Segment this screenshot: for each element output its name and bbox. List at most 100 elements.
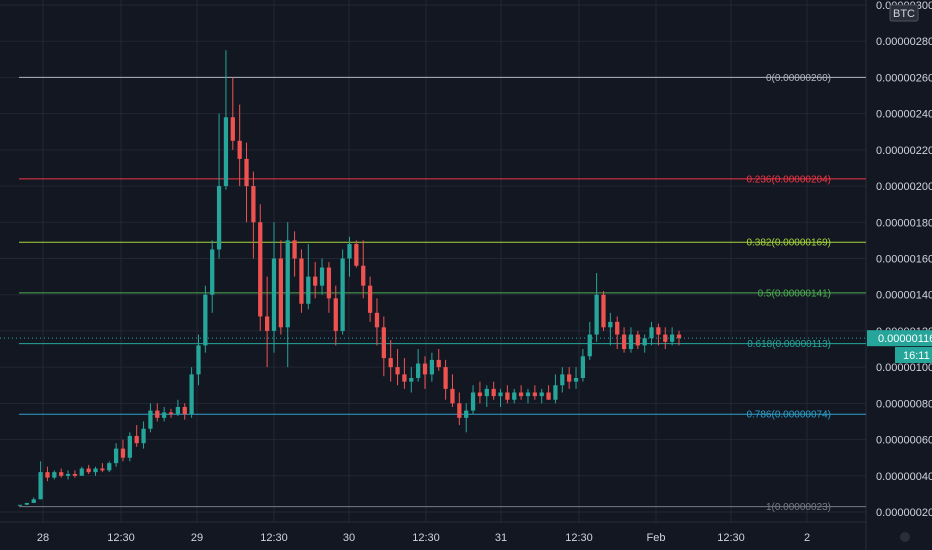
candle-body (621, 334, 627, 350)
candle-body (409, 378, 414, 382)
last-price-label: 0.00000116 (878, 333, 932, 345)
candle-body (505, 392, 510, 400)
price-axis[interactable]: 0.000003000.000002800.000002600.00000240… (876, 0, 932, 519)
x-tick-label: 12:30 (107, 532, 135, 544)
fibonacci-levels: 0(0.00000260) 0.236(0.00000204) 0.382(0.00… (19, 73, 866, 513)
candle-body (230, 117, 235, 141)
candle-body (155, 410, 160, 418)
candle-body (642, 338, 647, 346)
candle-body (395, 367, 400, 375)
candle-body (539, 392, 544, 397)
candle-body (663, 334, 668, 342)
countdown-label: 16:11 (903, 350, 930, 362)
candle-body (347, 244, 352, 259)
x-tick-label: 2 (804, 532, 810, 544)
candle-body (65, 473, 71, 476)
candle-body (258, 222, 263, 317)
candle-body (45, 472, 50, 478)
candle-body (464, 410, 469, 418)
tradingview-logo-icon (900, 532, 910, 542)
candle-body (594, 294, 599, 335)
candle-body (532, 392, 537, 397)
candle-body (127, 435, 132, 458)
candle-body (141, 428, 146, 444)
candle-body (436, 359, 441, 368)
candle-body (416, 363, 421, 379)
candle-body (264, 316, 270, 331)
candles (17, 50, 682, 506)
candle-body (477, 392, 483, 397)
candle-body (52, 472, 57, 478)
candle-body (450, 388, 455, 404)
fib-label: 0.618(0.00000113) (747, 339, 831, 350)
y-tick-label: 0.00000040 (876, 471, 932, 483)
candle-body (635, 334, 640, 346)
candle-body (608, 321, 613, 328)
candle-body (17, 504, 23, 506)
candle-body (319, 267, 325, 286)
candle-body (354, 244, 359, 266)
candle-body (512, 392, 517, 400)
candle-body (656, 327, 661, 335)
candle-body (278, 258, 283, 328)
y-tick-label: 0.00000140 (876, 290, 932, 302)
y-tick-label: 0.00000180 (876, 217, 932, 229)
candle-body (470, 392, 476, 411)
candle-body (601, 294, 606, 328)
candle-body (31, 499, 36, 503)
candle-body (86, 468, 91, 473)
candle-body (59, 472, 64, 476)
y-tick-label: 0.00000220 (876, 145, 932, 157)
y-tick-label: 0.00000060 (876, 435, 932, 447)
x-tick-label: 29 (191, 532, 203, 544)
candle-body (313, 276, 318, 286)
candle-body (216, 186, 222, 250)
candle-body (388, 358, 393, 368)
candle-body (573, 378, 579, 382)
y-tick-label: 0.00000200 (876, 181, 932, 193)
x-tick-label: 12:30 (412, 532, 440, 544)
last-price-badge: 0.00000116 16:11 (867, 330, 932, 363)
candle-body (285, 240, 290, 328)
candle-body (271, 258, 277, 331)
candle-body (306, 276, 311, 304)
candle-body (196, 345, 201, 375)
candle-body (162, 412, 167, 418)
candle-body (182, 406, 187, 415)
y-tick-label: 0.00000260 (876, 72, 932, 84)
x-tick-label: 28 (37, 532, 49, 544)
candle-body (100, 468, 105, 471)
candle-body (676, 334, 682, 339)
fib-label: 0.786(0.00000074) (746, 410, 831, 421)
candle-body (210, 249, 215, 295)
candle-body (457, 403, 462, 418)
y-tick-label: 0.00000080 (876, 398, 932, 410)
candle-body (580, 356, 586, 379)
candle-body (223, 117, 229, 187)
candle-body (402, 374, 407, 382)
candle-body (374, 312, 380, 328)
candle-body (38, 472, 43, 500)
candle-body (189, 374, 194, 415)
time-axis[interactable]: 28 12:30 29 12:30 30 12:30 31 12:30 Feb 12:30 2 (37, 532, 810, 544)
candle-body (107, 463, 112, 471)
candle-body (134, 435, 139, 444)
fib-label: 0.5(0.00000141) (758, 288, 831, 299)
candle-body (422, 363, 428, 375)
candle-body (498, 392, 503, 397)
candle-body (546, 392, 551, 400)
candle-body (525, 392, 531, 397)
y-tick-label: 0.00000280 (876, 36, 932, 48)
currency-badge: BTC (889, 4, 919, 22)
candle-body (443, 367, 448, 389)
candle-body (615, 321, 620, 335)
candle-body (292, 240, 297, 259)
y-tick-label: 0.00000160 (876, 254, 932, 266)
candle-body (484, 388, 489, 397)
candle-body (381, 327, 386, 359)
candle-body (72, 473, 78, 476)
candle-body (333, 298, 338, 331)
candle-body (251, 186, 256, 223)
candle-body (203, 294, 208, 346)
